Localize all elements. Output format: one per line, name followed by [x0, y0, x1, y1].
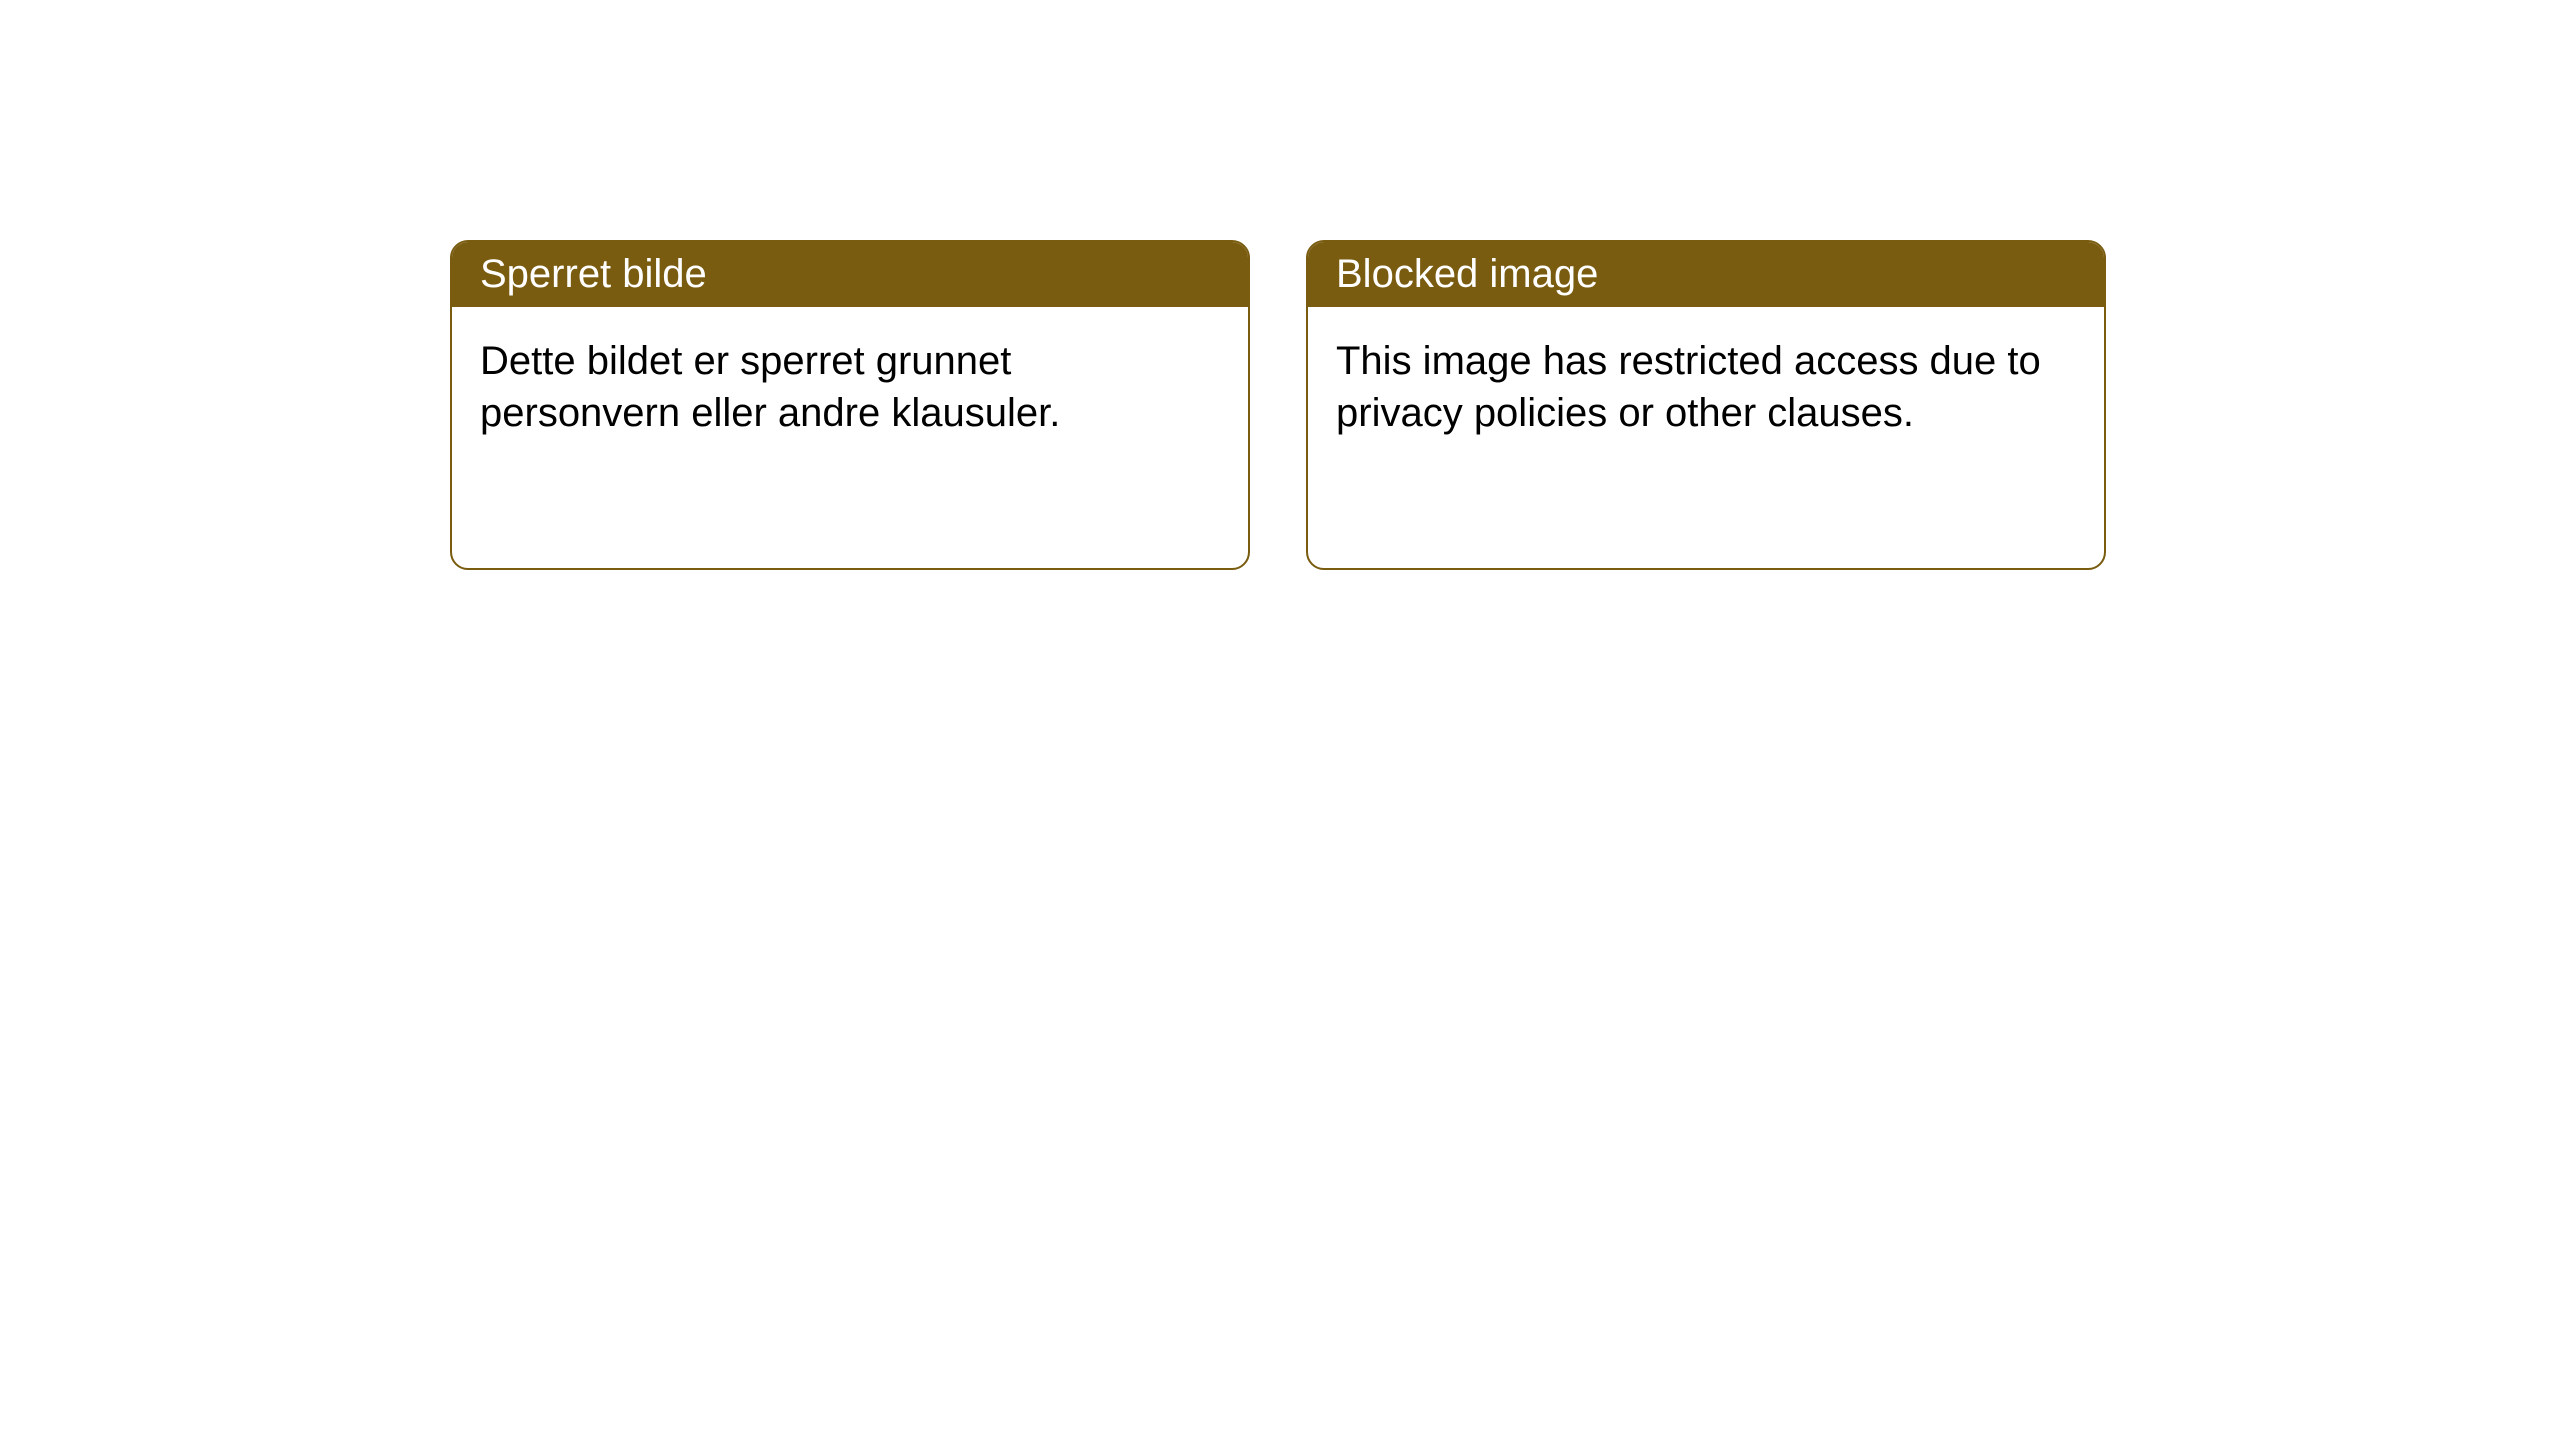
notice-header: Sperret bilde	[452, 242, 1248, 307]
notice-header: Blocked image	[1308, 242, 2104, 307]
notice-body-text: This image has restricted access due to …	[1336, 339, 2041, 435]
notice-body: This image has restricted access due to …	[1308, 307, 2104, 467]
notice-card-english: Blocked image This image has restricted …	[1306, 240, 2106, 570]
notice-body: Dette bildet er sperret grunnet personve…	[452, 307, 1248, 467]
notice-container: Sperret bilde Dette bildet er sperret gr…	[0, 0, 2560, 570]
notice-body-text: Dette bildet er sperret grunnet personve…	[480, 339, 1060, 435]
notice-title: Sperret bilde	[480, 252, 707, 296]
notice-title: Blocked image	[1336, 252, 1598, 296]
notice-card-norwegian: Sperret bilde Dette bildet er sperret gr…	[450, 240, 1250, 570]
